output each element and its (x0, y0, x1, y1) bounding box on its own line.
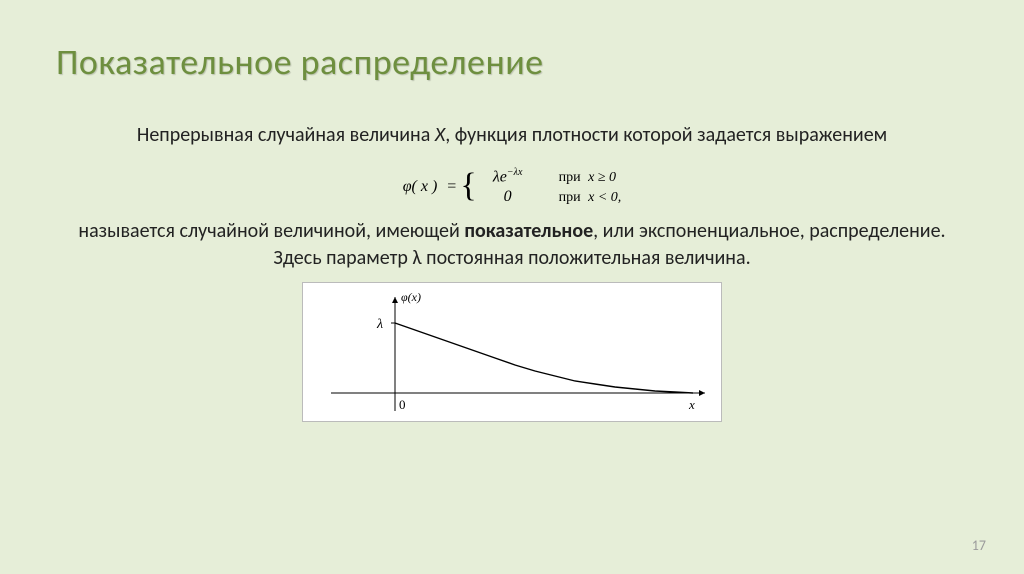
formula-equals: = (447, 178, 456, 196)
page-number: 17 (972, 537, 986, 554)
intro-variable-x: Х (435, 123, 445, 147)
intro-text-a: Непрерывная случайная величина (137, 123, 435, 147)
case1-pri: при (559, 170, 581, 185)
case1-exponent: −λx (507, 167, 523, 178)
case-1: λe−λx при x ≥ 0 (481, 167, 622, 186)
svg-text:φ(x): φ(x) (401, 290, 421, 304)
slide-title: Показательное распределение (56, 40, 968, 84)
case1-x: x ≥ 0 (588, 170, 616, 185)
svg-text:0: 0 (399, 397, 406, 412)
graph-svg: λ φ(x) 0 x (303, 283, 723, 423)
density-formula: φ( x ) = { λe−λx при x ≥ 0 0 (403, 167, 622, 206)
case2-main: 0 (481, 188, 535, 206)
graph-container: λ φ(x) 0 x (56, 282, 968, 428)
case2-x: x < 0, (588, 190, 621, 205)
svg-text:λ: λ (376, 317, 383, 332)
formula-lhs: φ( x ) (403, 178, 438, 196)
case1-main: λe−λx (481, 167, 535, 186)
intro-paragraph: Непрерывная случайная величина Х, функци… (66, 122, 958, 149)
formula-cases: λe−λx при x ≥ 0 0 при x < 0, (481, 167, 622, 206)
case1-lam-e: λe (493, 168, 507, 185)
def-bold: показательное (464, 219, 593, 243)
formula-row: φ( x ) = { λe−λx при x ≥ 0 0 (403, 167, 622, 206)
case-2: 0 при x < 0, (481, 188, 622, 206)
density-graph: λ φ(x) 0 x (302, 282, 722, 422)
formula-block: φ( x ) = { λe−λx при x ≥ 0 0 (56, 167, 968, 206)
def-text-a: называется случайной величиной, имеющей (78, 219, 464, 243)
case1-condition: при x ≥ 0 (559, 170, 616, 186)
left-brace-icon: { (460, 169, 476, 203)
slide: Показательное распределение Непрерывная … (0, 0, 1024, 574)
case2-condition: при x < 0, (559, 190, 622, 206)
definition-paragraph: называется случайной величиной, имеющей … (66, 218, 958, 272)
intro-text-b: , функция плотности которой задается выр… (445, 123, 887, 147)
svg-text:x: x (688, 397, 695, 412)
case2-pri: при (559, 190, 581, 205)
